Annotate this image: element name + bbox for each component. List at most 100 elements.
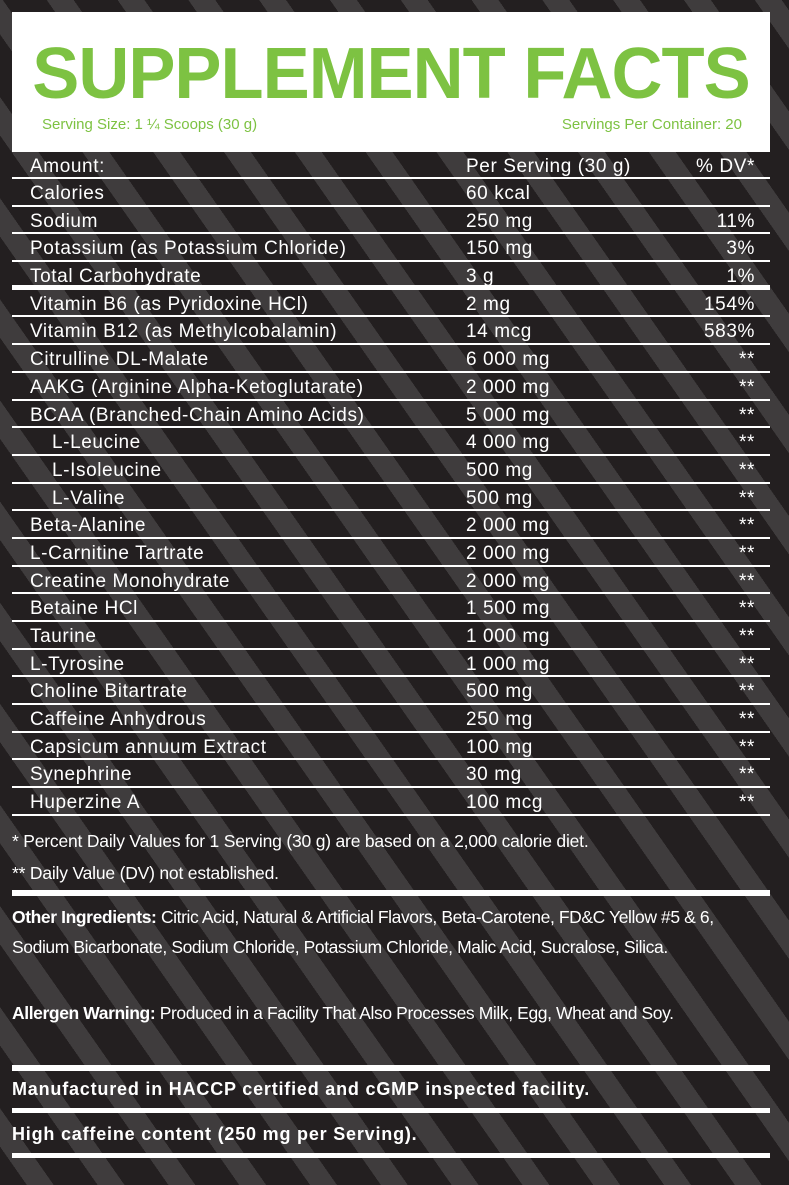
nutrient-name: L-Valine	[52, 487, 126, 509]
table-row: Huperzine A 100 mcg **	[12, 788, 770, 816]
servings-per-container: Servings Per Container: 20	[561, 116, 742, 133]
nutrient-name: L-Isoleucine	[52, 459, 162, 481]
amount-per-serving: 2 000 mg	[466, 376, 551, 398]
table-row: L-Carnitine Tartrate 2 000 mg **	[12, 539, 770, 567]
amount-per-serving: 100 mcg	[466, 792, 544, 814]
divider	[12, 1108, 770, 1113]
page-title: SUPPLEMENT FACTS	[32, 34, 750, 114]
amount-per-serving: 14 mcg	[466, 321, 532, 343]
amount-per-serving: 2 000 mg	[466, 542, 551, 564]
column-per-serving: Per Serving (30 g)	[466, 156, 631, 177]
daily-value: **	[739, 487, 755, 509]
daily-value: **	[739, 515, 755, 537]
nutrient-name: BCAA (Branched-Chain Amino Acids)	[30, 404, 365, 426]
daily-value: **	[739, 542, 755, 564]
amount-per-serving: 60 kcal	[466, 183, 531, 204]
amount-per-serving: 500 mg	[466, 681, 533, 703]
amount-per-serving: 2 000 mg	[466, 515, 551, 537]
table-row: Capsicum annuum Extract 100 mg **	[12, 733, 770, 761]
amount-per-serving: 30 mg	[466, 764, 522, 786]
daily-value: **	[739, 404, 755, 426]
header-panel: SUPPLEMENT FACTS Serving Size: 1 ¼ Scoop…	[12, 12, 770, 152]
nutrient-name: Potassium (as Potassium Chloride)	[30, 238, 347, 260]
table-row: Vitamin B12 (as Methylcobalamin) 14 mcg 58…	[12, 317, 770, 346]
amount-per-serving: 1 000 mg	[466, 626, 551, 647]
nutrient-name: Vitamin B12 (as Methylcobalamin)	[30, 321, 338, 343]
nutrient-name: Citrulline DL-Malate	[30, 349, 209, 371]
table-row: Caffeine Anhydrous 250 mg **	[12, 705, 770, 733]
amount-per-serving: 2 000 mg	[466, 570, 551, 592]
table-row: Calories 60 kcal	[12, 179, 770, 207]
caffeine-note: High caffeine content (250 mg per Servin…	[12, 1124, 418, 1144]
amount-per-serving: 1 500 mg	[466, 598, 551, 620]
table-row: Citrulline DL-Malate 6 000 mg **	[12, 345, 770, 373]
nutrient-name: Taurine	[30, 626, 97, 647]
nutrient-name: Vitamin B6 (as Pyridoxine HCl)	[30, 293, 309, 315]
amount-per-serving: 150 mg	[466, 238, 533, 260]
footnote-not-established: ** Daily Value (DV) not established.	[12, 863, 279, 883]
table-row: Creatine Monohydrate 2 000 mg **	[12, 567, 770, 595]
amount-per-serving: 1 000 mg	[466, 653, 551, 675]
amount-per-serving: 500 mg	[466, 487, 533, 509]
amount-per-serving: 100 mg	[466, 736, 533, 758]
table-row: BCAA (Branched-Chain Amino Acids) 5 000 m…	[12, 401, 770, 429]
allergen-warning: Allergen Warning: Produced in a Facility…	[12, 995, 770, 1031]
nutrient-name: Calories	[30, 183, 105, 204]
table-row: Beta-Alanine 2 000 mg **	[12, 511, 770, 539]
column-amount: Amount:	[30, 156, 105, 177]
nutrient-name: L-Leucine	[52, 432, 141, 454]
nutrient-name: Betaine HCl	[30, 598, 138, 620]
daily-value: **	[739, 432, 755, 454]
nutrient-name: Choline Bitartrate	[30, 681, 188, 703]
nutrient-name: L-Tyrosine	[30, 653, 125, 675]
daily-value: **	[739, 736, 755, 758]
column-dv: % DV*	[696, 156, 755, 177]
nutrient-name: L-Carnitine Tartrate	[30, 542, 205, 564]
amount-per-serving: 6 000 mg	[466, 349, 551, 371]
footnote-dv: * Percent Daily Values for 1 Serving (30…	[12, 831, 589, 851]
table-row: Betaine HCl 1 500 mg **	[12, 594, 770, 622]
amount-per-serving: 5 000 mg	[466, 404, 551, 426]
amount-per-serving: 250 mg	[466, 210, 533, 232]
allergen-text: Produced in a Facility That Also Process…	[155, 1003, 674, 1023]
daily-value: 154%	[704, 293, 755, 315]
daily-value: **	[739, 626, 755, 647]
other-ingredients-text: Citric Acid, Natural & Artificial Flavor…	[12, 907, 714, 957]
divider	[12, 890, 770, 896]
nutrient-name: Creatine Monohydrate	[30, 570, 230, 592]
daily-value: 1%	[726, 266, 755, 288]
table-row: Choline Bitartrate 500 mg **	[12, 677, 770, 706]
daily-value: 583%	[704, 321, 755, 343]
daily-value: **	[739, 653, 755, 675]
table-row: L-Isoleucine 500 mg **	[12, 456, 770, 484]
nutrient-name: Sodium	[30, 210, 99, 232]
amount-per-serving: 3 g	[466, 266, 495, 288]
table-row: AAKG (Arginine Alpha-Ketoglutarate) 2 000…	[12, 373, 770, 401]
table-row: L-Tyrosine 1 000 mg **	[12, 650, 770, 678]
table-header: Amount: Per Serving (30 g) % DV*	[12, 152, 770, 179]
manufacturing-note: Manufactured in HACCP certified and cGMP…	[12, 1079, 591, 1099]
table-row: Potassium (as Potassium Chloride) 150 mg 3…	[12, 234, 770, 263]
table-row: Vitamin B6 (as Pyridoxine HCl) 2 mg 154%	[12, 290, 770, 318]
serving-size: Serving Size: 1 ¼ Scoops (30 g)	[42, 116, 258, 133]
table-row: Synephrine 30 mg **	[12, 760, 770, 789]
nutrient-name: Total Carbohydrate	[30, 266, 202, 288]
table-row: Total Carbohydrate 3 g 1%	[12, 262, 770, 290]
daily-value: 3%	[726, 238, 755, 260]
nutrient-name: Beta-Alanine	[30, 515, 146, 537]
daily-value: **	[739, 764, 755, 786]
amount-per-serving: 4 000 mg	[466, 432, 551, 454]
daily-value: **	[739, 349, 755, 371]
daily-value: **	[739, 681, 755, 703]
allergen-label: Allergen Warning:	[12, 1003, 156, 1023]
nutrient-name: AAKG (Arginine Alpha-Ketoglutarate)	[30, 376, 364, 398]
nutrient-name: Huperzine A	[30, 792, 141, 814]
daily-value: 11%	[716, 210, 755, 232]
table-row: L-Leucine 4 000 mg **	[12, 428, 770, 456]
divider	[12, 1065, 770, 1071]
daily-value: **	[739, 709, 755, 731]
daily-value: **	[739, 570, 755, 592]
table-row: Taurine 1 000 mg **	[12, 622, 770, 650]
divider	[12, 1153, 770, 1158]
table-row: Sodium 250 mg 11%	[12, 207, 770, 235]
